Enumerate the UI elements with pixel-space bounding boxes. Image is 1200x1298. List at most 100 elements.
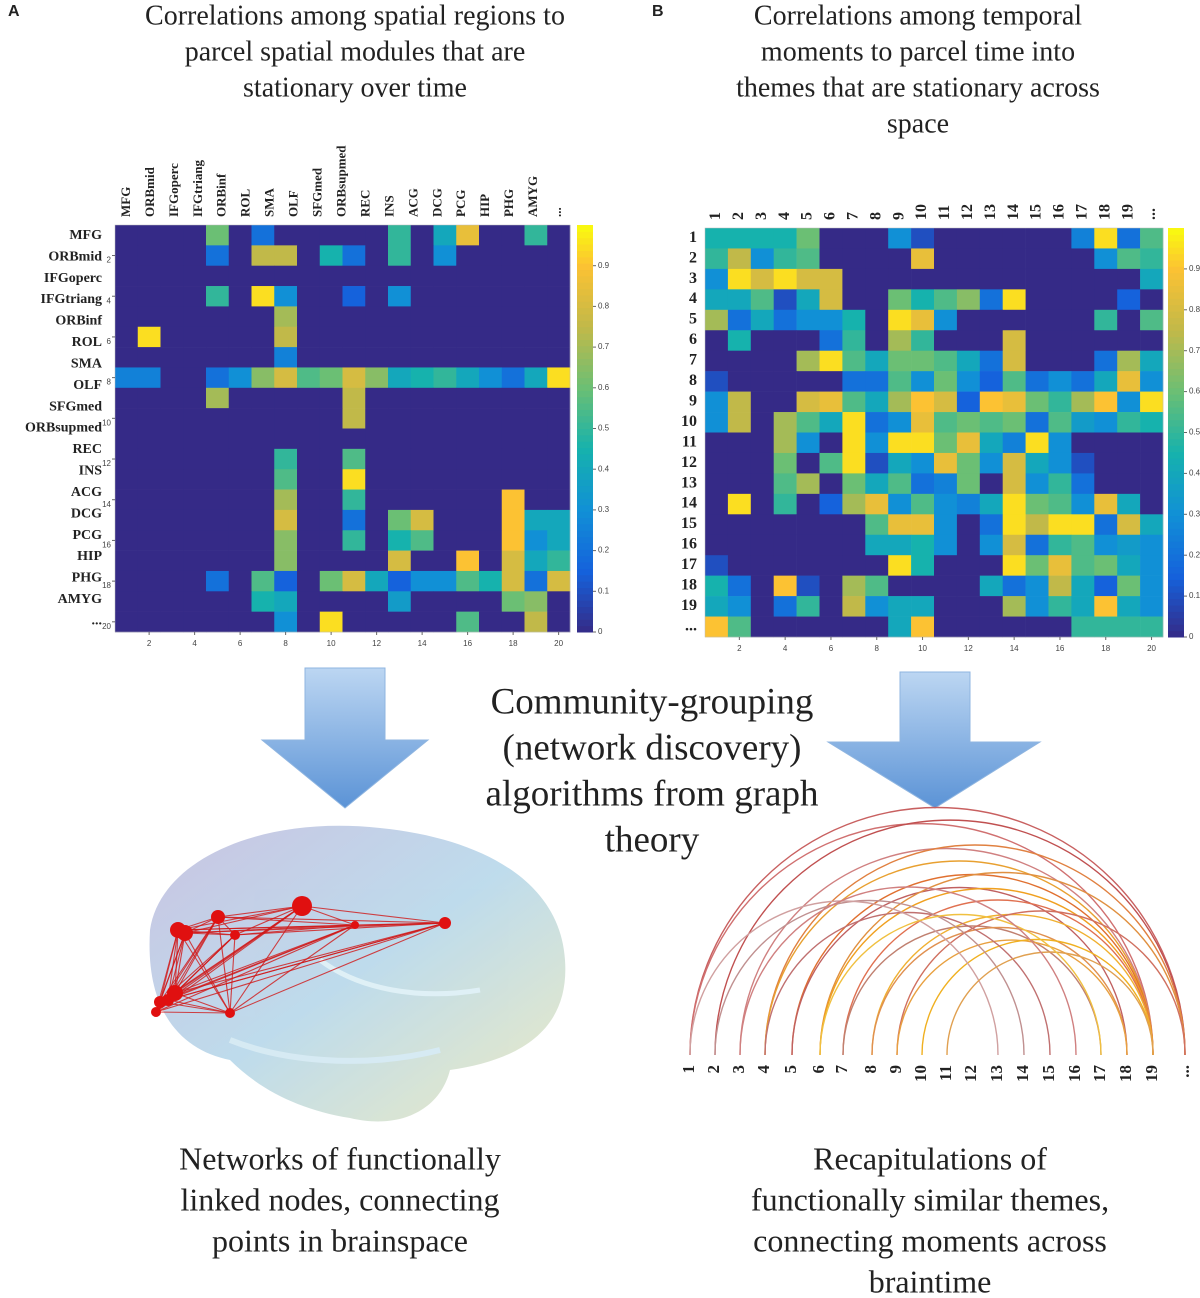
heatmap-cell [1094,350,1118,372]
heatmap-cell [410,306,434,328]
row-label: 17 [681,556,697,573]
heatmap-cell [842,473,866,495]
col-label: 5 [799,212,816,220]
heatmap-cell [1117,534,1141,556]
row-label: IFGoperc [44,271,102,286]
heatmap-cell [842,289,866,311]
heatmap-cell [796,309,820,331]
network-edge [174,932,186,994]
heatmap-cell [911,391,935,413]
colorbar-slice [577,288,593,296]
heatmap-cell [911,534,935,556]
heatmap-cell [274,326,298,348]
network-edge [229,922,446,1014]
caption: Networks of functionally [179,1140,501,1176]
heatmap-cell [1117,473,1141,495]
heatmap-cell [934,268,958,290]
heatmap-cell [160,326,184,348]
heatmap-cell [1140,575,1164,597]
heatmap-cell [479,448,503,470]
heatmap-cell [705,555,729,576]
heatmap-cell [206,591,230,612]
heatmap-cell [388,550,412,572]
heatmap-cell [1140,412,1164,433]
heatmap-cell [410,245,434,266]
panel-title: space [887,108,949,139]
heatmap-cell [479,570,503,592]
heatmap-cell [1002,493,1026,515]
heatmap-cell [228,347,252,368]
heatmap-cell [297,265,321,287]
heatmap-cell [433,469,457,490]
heatmap-cell [773,228,797,249]
heatmap-cell [727,555,752,576]
heatmap-cell [1025,391,1049,413]
colorbar-slice [577,441,593,449]
heatmap-cell [979,555,1003,576]
heatmap-cell [319,489,343,511]
heatmap-cell [865,371,889,392]
heatmap-cell [524,265,548,287]
heatmap-cell [115,611,139,633]
row-label: INS [79,464,103,479]
y-tick-label: 20 [102,622,111,631]
heatmap-cell [888,268,912,290]
heatmap-cell [1140,228,1164,249]
heatmap-cell [228,326,252,348]
heatmap-cell [705,534,729,556]
panel-title: moments to parcel time into [761,36,1075,67]
heatmap-cell [750,371,774,392]
heatmap-cell [934,228,958,249]
heatmap-cell [888,289,912,311]
heatmap-cell [956,371,981,392]
row-label: REC [72,442,102,457]
heatmap-cell [365,347,389,368]
arc [714,819,1186,1056]
heatmap-cell [183,326,207,348]
col-label: ROL [238,189,253,217]
y-tick-label: 6 [107,337,112,346]
colorbar-slice [577,339,593,347]
heatmap-cell [1117,432,1141,454]
heatmap-cell [365,306,389,328]
heatmap-cell [137,611,161,633]
heatmap-cell [750,248,774,270]
arc-label: 11 [936,1065,955,1081]
heatmap-cell [183,408,207,429]
heatmap-cell [773,330,797,351]
network-edge [177,924,356,931]
heatmap-cell [1025,514,1049,536]
arc [689,822,1154,1056]
network-node [225,1008,235,1018]
heatmap-cell [979,350,1003,372]
heatmap-cell [1140,616,1164,638]
heatmap-cell [773,493,797,515]
heatmap-cell [456,286,480,307]
heatmap-cell [956,596,981,617]
heatmap-cell [456,611,480,633]
heatmap-cell [342,509,366,531]
row-label: HIP [77,549,102,564]
heatmap-cell [705,493,729,515]
colorbar-slice [1168,311,1184,318]
col-label: 12 [959,204,976,220]
colorbar-slice [1168,547,1184,555]
heatmap-cell [433,550,457,572]
panel-letter: B [652,3,664,20]
arc-label: 16 [1065,1065,1084,1082]
heatmap-cell [1094,514,1118,536]
heatmap-cell [1140,534,1164,556]
heatmap-cell [410,611,434,633]
x-tick-label: 16 [1055,644,1064,653]
colorbar-slice [577,625,593,633]
heatmap-cell [524,550,548,572]
colorbar-slice [1168,381,1184,389]
heatmap-cell [1048,493,1072,515]
center-text: algorithms from graph [486,773,819,814]
heatmap-cell [1094,289,1118,311]
heatmap-cell [479,286,503,307]
heatmap-cell [342,570,366,592]
heatmap-cell [183,469,207,490]
heatmap-cell [1002,555,1026,576]
